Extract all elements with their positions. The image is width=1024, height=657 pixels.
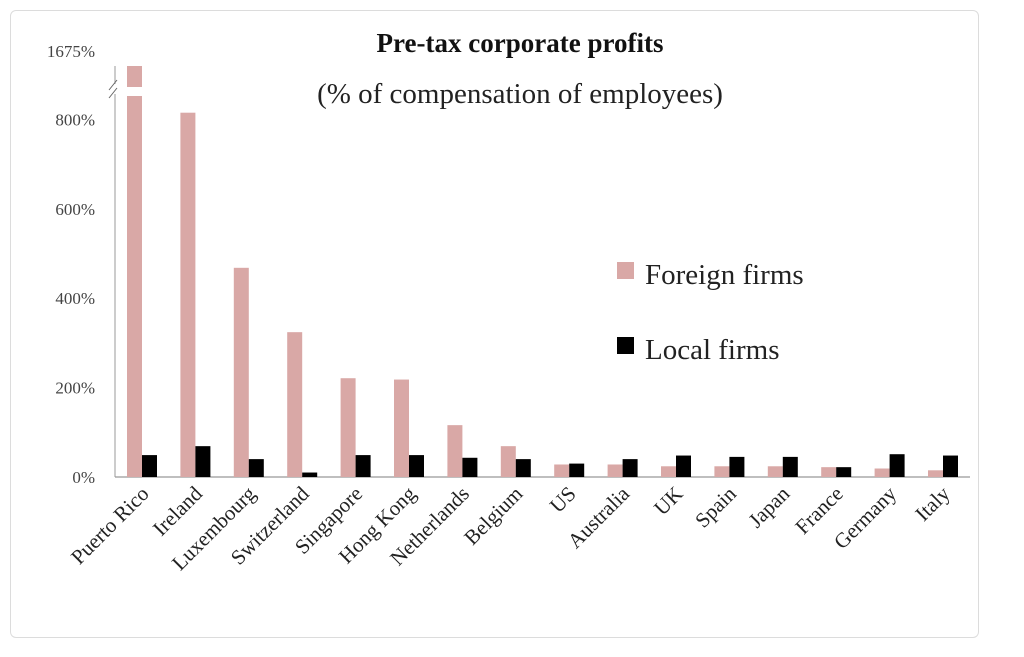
legend-swatch: [617, 262, 634, 279]
local-bar-puerto-rico: [142, 455, 157, 477]
category-label: Belgium: [459, 482, 527, 550]
foreign-bar-us: [554, 464, 570, 477]
axis-break-line: [108, 79, 118, 91]
foreign-bar-ireland: [180, 112, 196, 477]
foreign-bar-netherlands: [447, 425, 463, 477]
local-bar-japan: [782, 456, 798, 477]
chart-subtitle: (% of compensation of employees): [317, 78, 723, 110]
category-label: Japan: [744, 481, 795, 532]
local-bar-uk: [676, 455, 691, 477]
y-tick-label: 0%: [72, 468, 95, 487]
y-tick-label: 200%: [55, 379, 95, 398]
foreign-bar-australia: [607, 464, 623, 477]
legend-item-local: Local firms: [617, 334, 779, 366]
category-label: US: [545, 482, 581, 518]
foreign-bar-japan: [767, 466, 783, 477]
local-bar-switzerland: [302, 472, 318, 477]
chart-title: Pre-tax corporate profits: [377, 28, 664, 58]
foreign-bar-switzerland: [287, 332, 303, 477]
y-tick-label: 600%: [55, 200, 95, 219]
axis-break-line: [108, 87, 118, 99]
legend-label: Local firms: [645, 334, 779, 366]
local-bar-luxembourg: [248, 459, 264, 477]
local-bar-singapore: [355, 455, 371, 477]
foreign-bar-germany: [874, 468, 890, 477]
foreign-bar-puerto-rico: [127, 66, 142, 477]
legend-item-foreign: Foreign firms: [617, 259, 804, 291]
local-bar-hong-kong: [409, 455, 424, 477]
y-tick-label: 800%: [55, 110, 95, 129]
local-bar-spain: [729, 456, 745, 477]
category-label: Puerto Rico: [66, 482, 154, 570]
local-bar-ireland: [195, 446, 211, 477]
category-label: UK: [649, 482, 687, 520]
category-label: Spain: [690, 481, 741, 532]
local-bar-italy: [943, 455, 958, 477]
foreign-bar-hong-kong: [394, 379, 409, 477]
foreign-bar-france: [821, 467, 837, 477]
y-tick-label: 400%: [55, 289, 95, 308]
axis-break-gap: [111, 84, 119, 94]
foreign-bar-luxembourg: [233, 267, 249, 477]
foreign-bar-spain: [714, 466, 730, 477]
axis-break-mark: [108, 79, 119, 99]
bar-break-gap: [126, 87, 143, 96]
foreign-bar-singapore: [340, 378, 356, 477]
local-bar-belgium: [515, 459, 531, 477]
local-bar-france: [836, 467, 852, 477]
foreign-bar-uk: [661, 466, 676, 477]
category-label: Italy: [910, 481, 955, 526]
legend-swatch: [617, 337, 634, 354]
foreign-bar-italy: [928, 470, 943, 477]
chart-card: [10, 10, 979, 638]
local-bar-australia: [622, 459, 638, 477]
y-tick-label: 1675%: [47, 42, 95, 61]
local-bar-germany: [889, 454, 905, 477]
local-bar-us: [569, 463, 585, 477]
local-bar-netherlands: [462, 457, 478, 477]
legend-label: Foreign firms: [645, 259, 804, 291]
foreign-bar-belgium: [500, 446, 516, 477]
